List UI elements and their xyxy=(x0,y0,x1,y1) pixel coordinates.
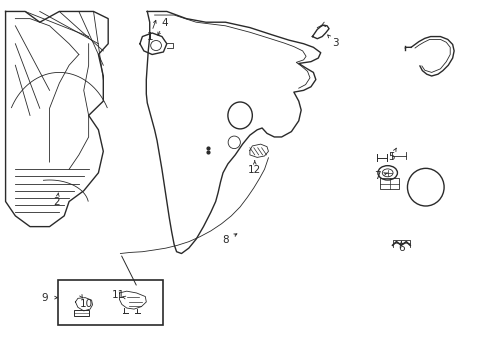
Text: 4: 4 xyxy=(161,18,168,28)
Text: 10: 10 xyxy=(80,299,93,309)
Text: 11: 11 xyxy=(111,291,124,301)
Text: 8: 8 xyxy=(222,235,229,245)
Text: 9: 9 xyxy=(41,293,48,303)
Text: 1: 1 xyxy=(147,32,153,42)
Text: 6: 6 xyxy=(398,243,405,253)
Text: 12: 12 xyxy=(248,165,261,175)
Text: 7: 7 xyxy=(373,171,380,181)
Text: 5: 5 xyxy=(388,152,395,162)
Text: 2: 2 xyxy=(53,197,60,207)
Text: 3: 3 xyxy=(332,38,339,48)
